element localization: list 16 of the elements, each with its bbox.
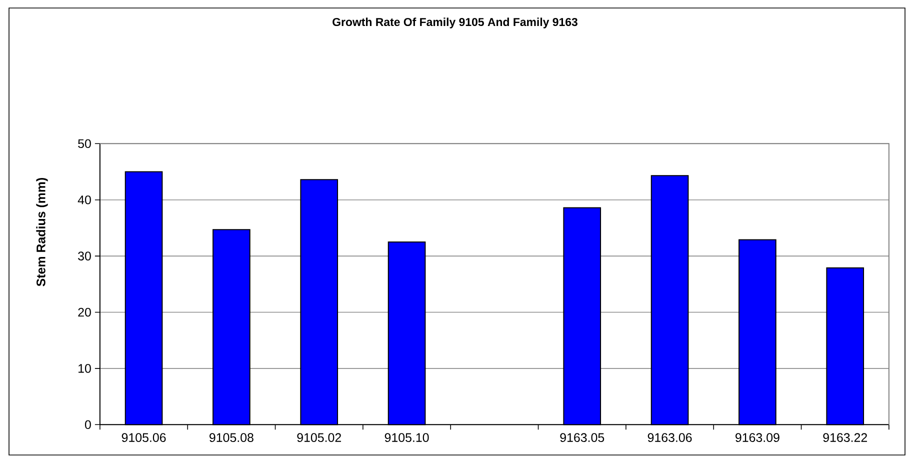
y-tick-label: 20 — [78, 308, 91, 317]
x-tick-label: 9163.09 — [736, 433, 780, 442]
x-tick-label: 9105.06 — [122, 433, 166, 442]
chart-title: Growth Rate Of Family 9105 And Family 9163 — [332, 18, 578, 28]
x-tick-label: 9105.02 — [297, 433, 341, 442]
x-tick-label: 9105.10 — [384, 433, 429, 442]
y-tick-label: 40 — [78, 195, 91, 204]
y-tick-label: 30 — [78, 252, 91, 260]
x-tick-label: 9163.22 — [823, 433, 867, 442]
y-tick-label: 0 — [84, 420, 91, 430]
y-tick-label: 50 — [78, 139, 91, 148]
y-tick-label: 10 — [78, 364, 91, 373]
x-tick-label: 9105.08 — [210, 433, 254, 442]
x-tick-label: 9163.05 — [560, 433, 604, 442]
x-tick-label: 9163.06 — [648, 433, 692, 442]
y-axis-title: Stem Radius (mm) — [36, 178, 48, 286]
